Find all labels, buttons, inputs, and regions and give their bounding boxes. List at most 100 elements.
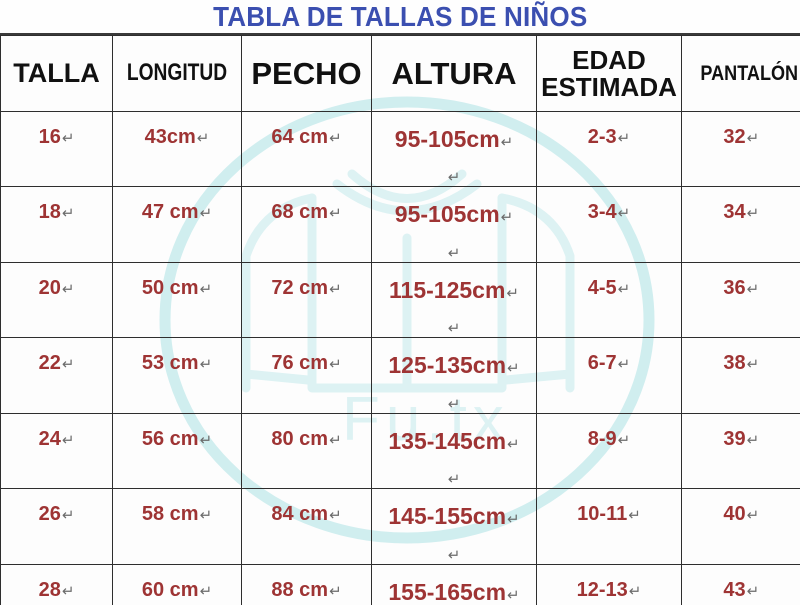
cell-value: 95-105cm↵ — [394, 201, 514, 228]
cell-talla: 20↵ — [0, 261, 113, 339]
cell-value: 26↵ — [38, 503, 75, 526]
cell-value: 43↵ — [723, 578, 760, 601]
cell-altura: 145-155cm↵ ↵ — [371, 488, 537, 565]
cell-pantalon: 43↵ — [681, 563, 800, 605]
column-header-pecho: PECHO — [241, 35, 372, 112]
table-row: 24↵ 56 cm↵ 80 cm↵ 135-145cm↵ ↵ 8-9↵ 39↵ — [0, 412, 800, 490]
table-row: 28↵60 cm↵88 cm↵155-165cm↵↵12-13↵43↵ — [0, 563, 800, 605]
cell-value: 3-4↵ — [587, 201, 631, 224]
cell-talla: 24↵ — [0, 412, 113, 490]
cell-value: 95-105cm↵ — [394, 126, 514, 152]
paragraph-mark-icon: ↵ — [447, 320, 461, 338]
column-header-talla: TALLA — [0, 35, 113, 112]
cell-edad: 12-13↵ — [536, 563, 682, 605]
table-row: 18↵ 47 cm↵ 68 cm↵ 95-105cm↵ ↵ 3-4↵ 34↵ — [0, 186, 800, 263]
table-header: TALLA LONGITUD PECHO ALTURA EDAD ESTIMAD… — [0, 35, 800, 112]
paragraph-mark-icon: ↵ — [746, 582, 760, 600]
column-header-talla-label: TALLA — [13, 57, 100, 88]
column-header-edad-estimada: EDAD ESTIMADA — [536, 35, 682, 112]
paragraph-mark-icon: ↵ — [61, 205, 75, 223]
cell-altura: 95-105cm↵ ↵ — [371, 186, 537, 263]
paragraph-mark-icon: ↵ — [447, 244, 461, 262]
column-header-altura-label: ALTURA — [391, 55, 517, 91]
paragraph-mark-icon: ↵ — [447, 471, 461, 489]
cell-value: 145-155cm↵ — [388, 503, 520, 530]
cell-pecho: 80 cm↵ — [241, 412, 372, 490]
paragraph-mark-icon: ↵ — [329, 356, 342, 374]
cell-longitud: 53 cm↵ — [112, 337, 242, 414]
page-title-bar: TABLA DE TALLAS DE NIÑOS — [0, 0, 800, 35]
cell-value: 34↵ — [723, 201, 760, 224]
paragraph-mark-icon: ↵ — [61, 582, 75, 600]
cell-edad: 4-5↵ — [536, 261, 682, 339]
cell-pantalon: 40↵ — [681, 488, 800, 565]
cell-pecho: 72 cm↵ — [241, 261, 372, 339]
paragraph-mark-icon: ↵ — [61, 356, 75, 374]
cell-pantalon: 32↵ — [681, 110, 800, 188]
paragraph-mark-icon: ↵ — [199, 356, 213, 374]
cell-longitud: 58 cm↵ — [112, 488, 242, 565]
cell-value: 50 cm↵ — [141, 276, 213, 299]
cell-altura: 95-105cm↵ ↵ — [371, 110, 537, 188]
cell-value: 115-125cm↵ — [389, 276, 519, 303]
cell-edad: 8-9↵ — [536, 412, 682, 490]
cell-talla: 26↵ — [0, 488, 113, 565]
cell-value: 125-135cm↵ — [388, 352, 520, 379]
cell-value: 40↵ — [723, 503, 760, 526]
cell-value: 22↵ — [38, 352, 75, 375]
paragraph-mark-icon: ↵ — [500, 209, 514, 227]
cell-talla: 18↵ — [0, 186, 113, 263]
cell-longitud: 47 cm↵ — [112, 186, 242, 263]
paragraph-mark-icon: ↵ — [61, 431, 75, 449]
paragraph-mark-icon: ↵ — [199, 431, 213, 449]
column-header-longitud-label: LONGITUD — [126, 59, 228, 87]
paragraph-mark-icon: ↵ — [507, 360, 520, 378]
cell-altura: 135-145cm↵ ↵ — [371, 412, 537, 490]
paragraph-mark-icon: ↵ — [61, 130, 75, 147]
cell-value: 8-9↵ — [587, 427, 631, 450]
cell-pecho: 84 cm↵ — [241, 488, 372, 565]
table-row: 16↵ 43cm↵ 64 cm↵ 95-105cm↵ ↵ 2-3↵ 32↵ — [0, 110, 800, 188]
cell-altura: 155-165cm↵↵ — [371, 563, 537, 605]
cell-edad: 3-4↵ — [536, 186, 682, 263]
cell-talla: 28↵ — [0, 563, 113, 605]
cell-value: 39↵ — [723, 427, 760, 450]
cell-pantalon: 36↵ — [681, 261, 800, 339]
size-table-container: TALLA LONGITUD PECHO ALTURA EDAD ESTIMAD… — [0, 35, 800, 605]
paragraph-mark-icon: ↵ — [617, 280, 631, 298]
cell-value: 10-11↵ — [577, 503, 641, 526]
paragraph-mark-icon: ↵ — [447, 169, 461, 187]
cell-longitud: 56 cm↵ — [112, 412, 242, 490]
paragraph-mark-icon: ↵ — [507, 586, 520, 604]
paragraph-mark-icon: ↵ — [746, 431, 760, 449]
cell-value: 53 cm↵ — [141, 352, 213, 375]
paragraph-mark-icon: ↵ — [199, 280, 213, 298]
cell-edad: 6-7↵ — [536, 337, 682, 414]
cell-value: 72 cm↵ — [271, 276, 342, 299]
cell-pecho: 88 cm↵ — [241, 563, 372, 605]
paragraph-mark-icon: ↵ — [61, 507, 75, 525]
column-header-pantalon: PANTALÓN — [681, 35, 800, 112]
cell-value: 2-3↵ — [587, 126, 631, 148]
paragraph-mark-icon: ↵ — [447, 395, 461, 413]
cell-pecho: 64 cm↵ — [241, 110, 372, 188]
cell-talla: 22↵ — [0, 337, 113, 414]
cell-value: 24↵ — [38, 427, 75, 450]
paragraph-mark-icon: ↵ — [746, 356, 760, 374]
page-title: TABLA DE TALLAS DE NIÑOS — [212, 0, 588, 32]
column-header-pantalon-label: PANTALÓN — [700, 61, 799, 85]
paragraph-mark-icon: ↵ — [628, 507, 641, 525]
cell-pantalon: 34↵ — [681, 186, 800, 263]
cell-pantalon: 38↵ — [681, 337, 800, 414]
cell-value: 38↵ — [723, 352, 760, 375]
cell-talla: 16↵ — [0, 110, 113, 188]
cell-longitud: 50 cm↵ — [112, 261, 242, 339]
column-header-pecho-label: PECHO — [251, 55, 362, 91]
size-table: TALLA LONGITUD PECHO ALTURA EDAD ESTIMAD… — [0, 35, 800, 605]
column-header-longitud: LONGITUD — [112, 35, 242, 112]
cell-longitud: 60 cm↵ — [112, 563, 242, 605]
paragraph-mark-icon: ↵ — [617, 356, 631, 374]
cell-value: 155-165cm↵ — [388, 578, 520, 605]
cell-pantalon: 39↵ — [681, 412, 800, 490]
